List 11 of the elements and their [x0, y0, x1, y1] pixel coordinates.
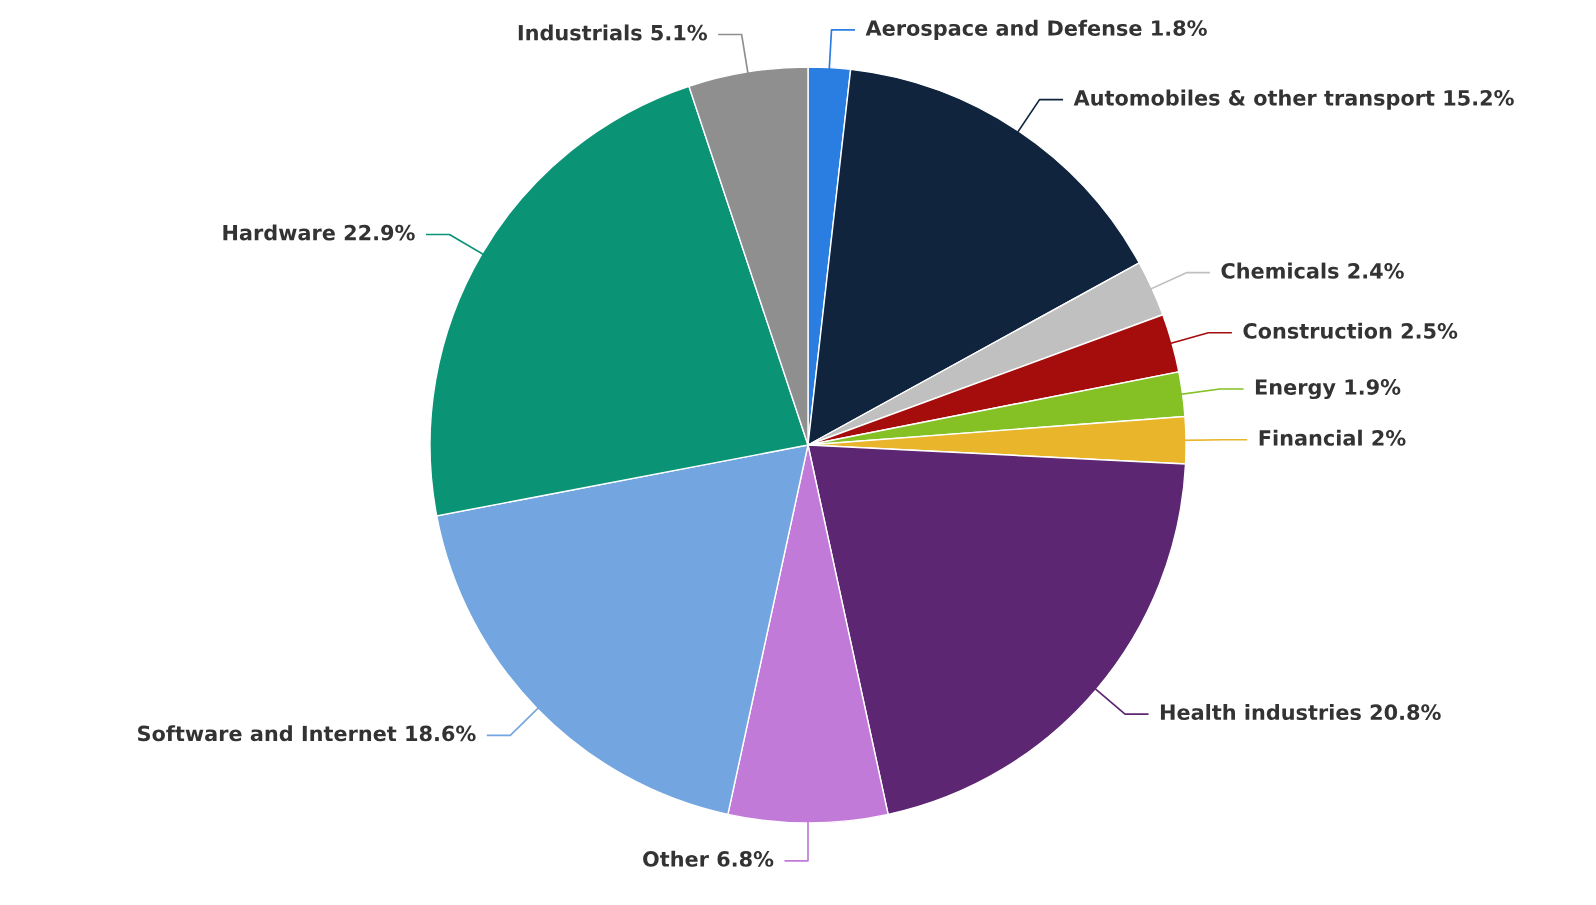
slice-label: Energy 1.9%	[1255, 379, 1401, 400]
slice-label: Automobiles & other transport 15.2%	[1073, 89, 1514, 110]
slice-label: Software and Internet 18.6%	[138, 725, 476, 742]
slice-label: Industrials 5.1%	[518, 24, 707, 41]
slice-label: Chemicals 2.4%	[1221, 262, 1404, 279]
slice-label: Construction 2.5%	[1243, 322, 1458, 339]
slice-label: Health industries 20.8%	[1160, 703, 1441, 721]
slice-label: Financial 2%	[1259, 429, 1406, 446]
slice-label: Other 6.8%	[643, 850, 774, 867]
slice-label: Aerospace and Defense 1.8%	[865, 19, 1207, 40]
slice-label: Hardware 22.9%	[223, 224, 415, 241]
